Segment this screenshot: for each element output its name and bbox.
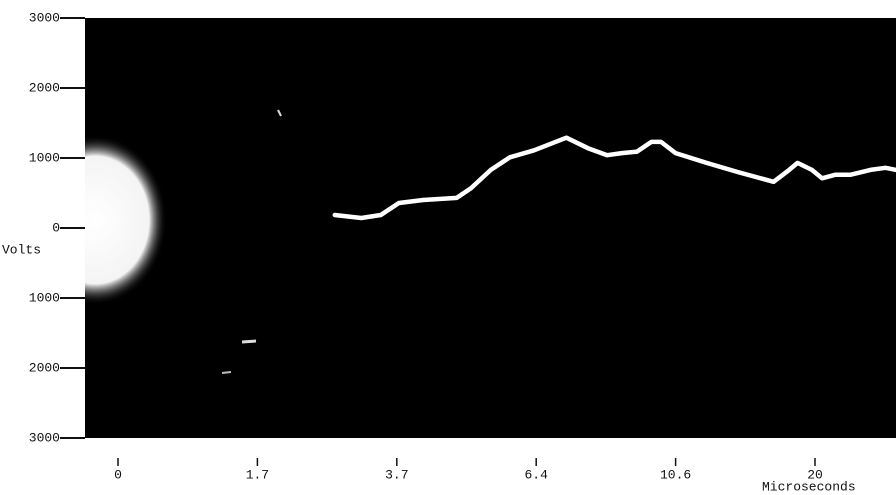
y-tick-label: 3000 xyxy=(29,430,60,445)
y-tick-label: 0 xyxy=(52,220,60,235)
x-tick-label: 10.6 xyxy=(660,467,691,482)
trace xyxy=(332,135,896,221)
trace-speck xyxy=(241,339,257,344)
x-tick-label: 6.4 xyxy=(524,467,548,482)
trace-speck xyxy=(221,371,232,374)
trace-speck xyxy=(277,109,282,117)
y-tick-label: 3000 xyxy=(29,10,60,25)
y-tick-label: 2000 xyxy=(29,360,60,375)
glow-spot xyxy=(85,135,167,305)
x-axis-label: Microseconds xyxy=(762,479,856,494)
x-tick-label: 20 xyxy=(807,467,823,482)
plot-area xyxy=(85,18,896,438)
y-tick-label: 2000 xyxy=(29,80,60,95)
x-tick-label: 0 xyxy=(114,467,122,482)
x-tick-label: 3.7 xyxy=(385,467,408,482)
y-tick-label: 1000 xyxy=(29,290,60,305)
x-tick-label: 1.7 xyxy=(246,467,269,482)
y-tick-label: 1000 xyxy=(29,150,60,165)
y-axis-label: Volts xyxy=(2,242,41,257)
